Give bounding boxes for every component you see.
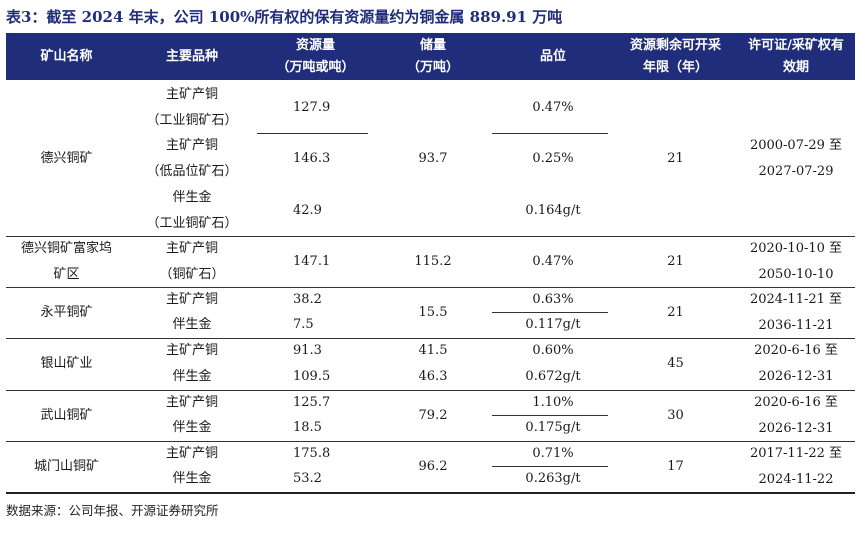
reserve-cell: 46.3 [418, 369, 448, 384]
years-cell: 30 [667, 407, 684, 423]
source-note: 数据来源：公司年报、开源证券研究所 [6, 503, 219, 518]
resource-cell: 175.8 [293, 445, 331, 461]
grade-cell: 0.47% [532, 99, 574, 115]
mine-name: 银山矿业 [40, 356, 93, 371]
variety-cell: 伴生金 （工业铜矿石） [146, 189, 238, 231]
group-divider [6, 338, 855, 339]
validity-cell: 2020-6-16 至 2026-12-31 [754, 394, 838, 436]
grade-cell: 0.71% [532, 445, 574, 461]
years-cell: 21 [667, 304, 684, 320]
grade-cell: 0.263g/t [525, 471, 581, 486]
group-divider [6, 287, 855, 288]
reserve-cell: 15.5 [418, 304, 448, 320]
resource-cell: 38.2 [293, 291, 322, 307]
variety-cell: 主矿产铜 （低品位矿石） [146, 138, 238, 179]
years-cell: 21 [667, 151, 684, 166]
grade-cell: 0.672g/t [525, 369, 581, 384]
variety-cell: 伴生金 [172, 420, 212, 435]
validity-cell: 2020-10-10 至 2050-10-10 [749, 240, 843, 282]
header-mine-name: 矿山名称 [40, 48, 93, 64]
variety-cell: 主矿产铜 [165, 343, 218, 358]
row-divider [492, 466, 608, 467]
variety-cell: 主矿产铜 （工业铜矿石） [146, 86, 238, 128]
years-cell: 45 [667, 356, 684, 371]
group-divider [6, 236, 855, 237]
table-bottom-border [6, 492, 855, 494]
validity-cell: 2017-11-22 至 2024-11-22 [749, 445, 843, 487]
resource-cell: 7.5 [293, 317, 314, 332]
table-header: 矿山名称 主要品种 资源量 （万吨或吨） 储量 （万吨） 品位 资源剩余可开采 年限（… [6, 33, 855, 80]
header-resource: 资源量 （万吨或吨） [276, 37, 355, 75]
resource-cell: 91.3 [293, 343, 322, 358]
mine-name: 城门山铜矿 [33, 458, 99, 474]
grade-cell: 0.47% [532, 253, 574, 269]
reserve-cell: 79.2 [418, 407, 448, 423]
grade-cell: 0.175g/t [525, 420, 581, 435]
mine-name: 德兴铜矿富家坞 矿区 [20, 240, 112, 282]
group-divider [6, 441, 855, 442]
validity-cell: 2024-11-21 至 2036-11-21 [749, 291, 843, 333]
resource-cell: 127.9 [293, 99, 331, 115]
grade-cell: 0.117g/t [525, 317, 581, 332]
grade-cell: 0.63% [532, 291, 574, 307]
resource-cell: 18.5 [293, 420, 322, 435]
resource-cell: 109.5 [293, 369, 331, 384]
years-cell: 17 [667, 458, 684, 474]
variety-cell: 主矿产铜 （铜矿石） [159, 240, 225, 282]
variety-cell: 主矿产铜 [165, 445, 218, 461]
resource-cell: 146.3 [293, 151, 331, 166]
variety-cell: 主矿产铜 [165, 291, 218, 307]
resource-cell: 125.7 [293, 394, 331, 410]
resource-cell: 53.2 [293, 471, 322, 486]
variety-cell: 主矿产铜 [165, 394, 218, 410]
grade-cell: 0.164g/t [525, 202, 581, 218]
validity-cell: 2020-6-16 至 2026-12-31 [754, 343, 838, 384]
header-grade: 品位 [539, 48, 566, 64]
grade-cell: 0.60% [532, 343, 574, 358]
reserve-cell: 115.2 [414, 253, 452, 269]
reserve-cell: 93.7 [418, 151, 448, 166]
row-divider [492, 133, 608, 134]
mine-name: 永平铜矿 [40, 304, 93, 320]
header-years: 资源剩余可开采 年限（年） [629, 37, 721, 75]
resource-cell: 147.1 [293, 253, 331, 269]
variety-cell: 伴生金 [172, 471, 212, 486]
row-divider [257, 133, 368, 134]
header-variety: 主要品种 [165, 48, 218, 64]
mine-name: 武山铜矿 [40, 407, 93, 423]
resource-cell: 42.9 [293, 202, 322, 218]
row-divider [492, 415, 608, 416]
group-divider [6, 390, 855, 391]
validity-cell: 2000-07-29 至 2027-07-29 [749, 138, 843, 179]
grade-cell: 1.10% [532, 394, 574, 410]
header-reserve: 储量 （万吨） [406, 37, 459, 75]
years-cell: 21 [667, 253, 684, 269]
mine-name: 德兴铜矿 [40, 151, 93, 166]
grade-cell: 0.25% [532, 151, 574, 166]
variety-cell: 伴生金 [172, 369, 212, 384]
reserve-cell: 96.2 [418, 458, 448, 474]
reserve-cell: 41.5 [418, 343, 448, 358]
row-divider [492, 312, 608, 313]
header-validity: 许可证/采矿权有 效期 [748, 37, 844, 75]
table-title: 表3：截至 2024 年末，公司 100%所有权的保有资源量约为铜金属 889.… [6, 8, 563, 26]
variety-cell: 伴生金 [172, 317, 212, 332]
